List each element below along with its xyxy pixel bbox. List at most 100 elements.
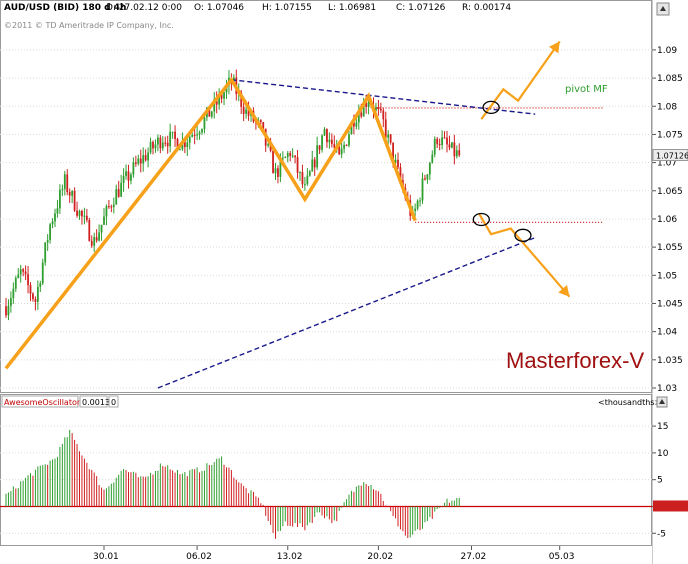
candle-body xyxy=(154,144,157,149)
candle-body xyxy=(274,168,277,174)
osc-last-label: 1.3172 xyxy=(657,491,685,500)
candle-body xyxy=(147,152,149,161)
candle-body xyxy=(272,150,274,174)
candle-body xyxy=(159,137,162,149)
candle-body xyxy=(377,107,380,109)
candle-body xyxy=(301,172,304,185)
candle-body xyxy=(247,109,250,116)
candle-body xyxy=(384,119,387,138)
scenario-down-arrowhead xyxy=(558,284,570,297)
candle-body xyxy=(382,110,385,120)
candle-body xyxy=(308,171,311,176)
candle-body xyxy=(83,215,86,217)
price-panel-bg xyxy=(0,0,688,393)
candle-body xyxy=(245,109,247,114)
candle-body xyxy=(441,137,443,146)
candle-body xyxy=(201,129,203,133)
candle-body xyxy=(436,138,439,145)
candle-body xyxy=(355,122,358,127)
candle-body xyxy=(213,99,216,112)
candle-body xyxy=(130,174,132,181)
pivot-label: pivot MF xyxy=(565,84,608,95)
candle-body xyxy=(316,145,319,168)
osc-header: AwesomeOscillator 0.0013 0 xyxy=(1,395,119,408)
candle-body xyxy=(183,140,186,148)
candle-body xyxy=(95,237,98,241)
candle-body xyxy=(157,137,159,145)
candle-body xyxy=(127,171,130,181)
candle-body xyxy=(296,157,299,173)
candle-body xyxy=(103,216,105,225)
candle-body xyxy=(125,171,127,176)
candle-body xyxy=(56,208,59,214)
header-low: L: 1.06981 xyxy=(328,3,376,13)
candle-body xyxy=(428,162,431,175)
candle-body xyxy=(294,155,296,158)
candle-body xyxy=(22,269,25,272)
highlight-circle xyxy=(482,100,500,115)
watermark: Masterforex-V xyxy=(506,348,644,373)
candle-body xyxy=(353,122,355,127)
candle-body xyxy=(203,117,206,130)
scroll-up-icon[interactable] xyxy=(656,2,670,16)
candle-body xyxy=(367,102,370,107)
candle-body xyxy=(90,240,93,246)
candle-body xyxy=(49,224,51,241)
header-open: O: 1.07046 xyxy=(194,3,244,13)
copyright: ©2011 © TD Ameritrade IP Company, Inc. xyxy=(4,21,174,30)
candle-body xyxy=(68,191,71,196)
candle-body xyxy=(14,278,17,289)
candle-body xyxy=(78,210,81,216)
trendline-top xyxy=(231,79,536,115)
candle-body xyxy=(132,162,135,175)
candle-body xyxy=(350,122,353,135)
candle-body xyxy=(108,206,110,208)
candle-body xyxy=(152,141,154,149)
scenario-up-line xyxy=(480,40,561,120)
candle-body xyxy=(81,210,83,217)
candle-body xyxy=(455,150,458,157)
candle-body xyxy=(421,178,424,201)
candle-body xyxy=(360,112,363,117)
osc-scroll-icon[interactable] xyxy=(656,396,668,408)
candle-body xyxy=(10,298,12,306)
candle-body xyxy=(71,191,74,196)
candle-body xyxy=(433,138,436,155)
candle-body xyxy=(139,158,142,164)
candle-body xyxy=(34,298,37,302)
candle-body xyxy=(323,129,326,136)
x-tick-label: 06.02 xyxy=(186,552,212,562)
candle-body xyxy=(105,206,108,217)
candle-body xyxy=(348,134,350,146)
candle-body xyxy=(98,232,100,241)
highlight-circle xyxy=(472,212,490,227)
candle-body xyxy=(32,293,34,299)
candle-body xyxy=(313,159,316,168)
candle-body xyxy=(54,213,56,222)
quote-header: AUD/USD (BID) 180 d 4h D: 27.02.12 0:00 … xyxy=(4,3,511,13)
candle-body xyxy=(12,288,15,299)
price-tick-label: 1.05 xyxy=(657,271,677,281)
candle-body xyxy=(19,269,22,275)
candle-body xyxy=(142,155,145,164)
zigzag-line xyxy=(4,76,417,370)
candle-body xyxy=(115,189,118,205)
candle-body xyxy=(451,142,453,148)
candle-body xyxy=(171,131,174,133)
header-range: R: 0.00174 xyxy=(462,3,511,13)
candle-body xyxy=(44,242,47,263)
osc-units: <thousandths> xyxy=(598,398,661,407)
candle-body xyxy=(24,271,27,275)
candle-body xyxy=(193,134,196,136)
candle-body xyxy=(399,167,402,181)
candle-body xyxy=(311,159,314,172)
price-tick-label: 1.045 xyxy=(657,299,683,309)
osc-tick-label: -5 xyxy=(657,529,666,539)
candle-body xyxy=(389,134,392,143)
x-tick-label: 05.03 xyxy=(549,552,575,562)
levels xyxy=(373,107,603,223)
candle-body xyxy=(424,178,426,180)
candle-body xyxy=(318,145,321,150)
candle-body xyxy=(188,136,191,143)
